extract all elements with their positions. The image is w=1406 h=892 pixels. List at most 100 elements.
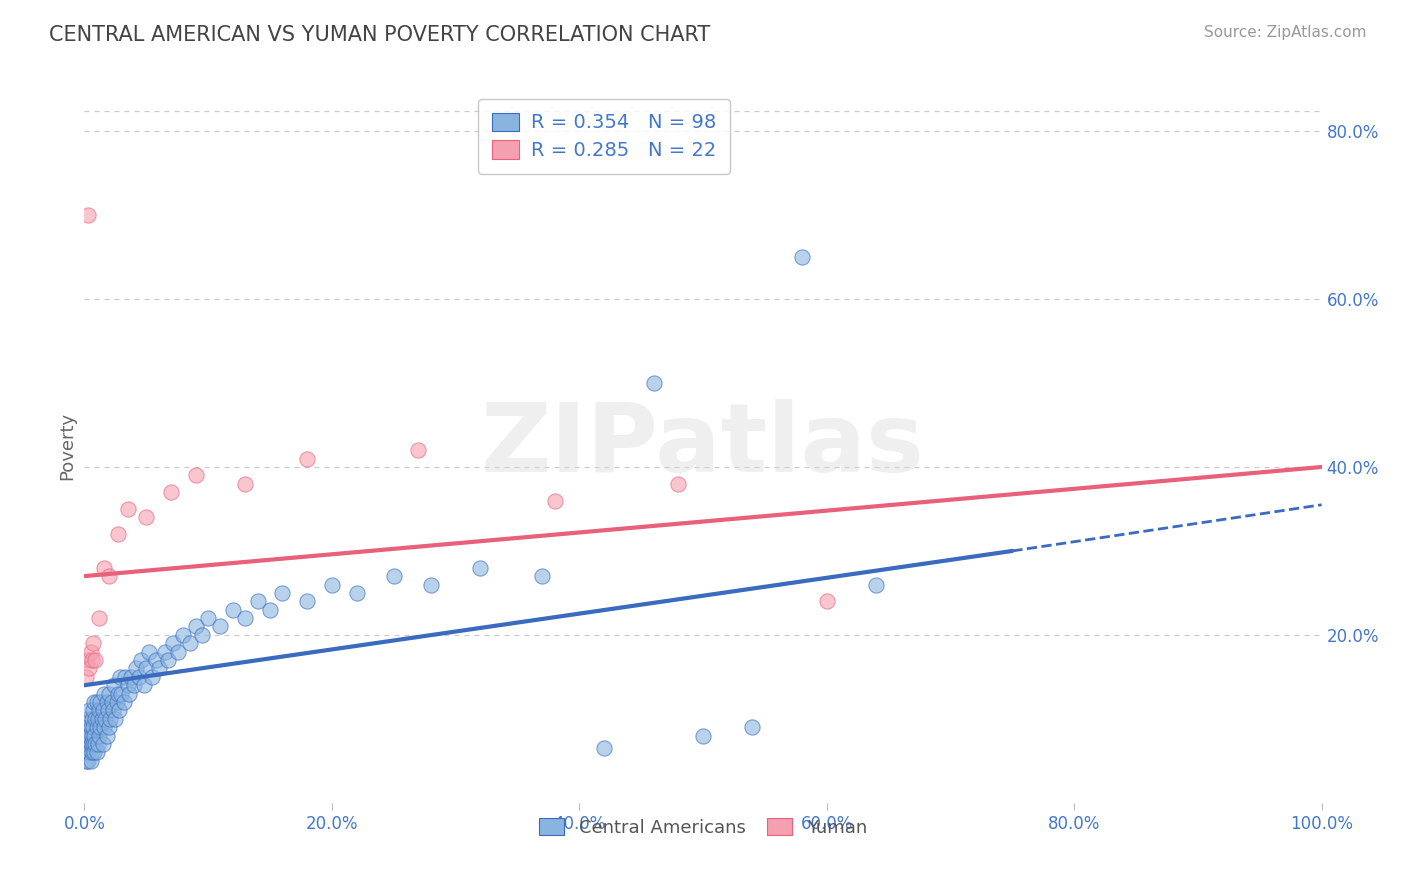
Point [89,703,111,717]
Point [86,746,108,760]
Point [77,720,100,734]
Point [79,729,101,743]
Point [89,720,111,734]
Point [118,687,141,701]
Point [125,661,148,675]
Point [82,737,104,751]
Point [80,746,103,760]
Point [79,737,101,751]
Point [167,645,190,659]
Point [162,636,184,650]
Point [77,737,100,751]
Point [120,670,142,684]
Point [117,678,139,692]
Point [79,746,101,760]
Point [112,695,135,709]
Point [82,636,104,650]
Point [98,569,121,583]
Point [135,661,157,675]
Point [145,653,167,667]
Legend: Central Americans, Yuman: Central Americans, Yuman [531,811,875,844]
Point [543,493,565,508]
Point [86,720,108,734]
Point [80,712,103,726]
Point [103,678,125,692]
Point [89,695,111,709]
Point [643,376,665,390]
Point [865,577,887,591]
Point [101,703,124,717]
Point [790,250,813,264]
Point [470,560,492,574]
Point [86,695,108,709]
Point [82,703,104,717]
Point [96,695,118,709]
Point [692,729,714,743]
Point [141,670,163,684]
Point [76,729,98,743]
Point [246,594,269,608]
Point [93,720,115,734]
Point [179,636,201,650]
Point [114,670,136,684]
Point [129,653,152,667]
Point [184,619,207,633]
Point [91,737,114,751]
Text: ZIPatlas: ZIPatlas [481,400,925,492]
Point [128,670,150,684]
Point [75,737,97,751]
Point [741,720,763,734]
Point [93,560,115,574]
Point [148,661,170,675]
Point [89,611,111,625]
Point [76,712,98,726]
Point [107,687,129,701]
Point [815,594,838,608]
Point [271,586,294,600]
Point [100,695,122,709]
Point [408,443,430,458]
Point [122,678,145,692]
Point [160,485,183,500]
Point [135,510,157,524]
Point [76,653,98,667]
Point [295,451,318,466]
Point [191,628,214,642]
Point [108,703,131,717]
Point [96,729,118,743]
Point [97,703,120,717]
Point [321,577,343,591]
Point [84,712,107,726]
Point [75,670,97,684]
Point [80,653,103,667]
Point [382,569,405,583]
Point [295,594,318,608]
Point [184,468,207,483]
Point [419,577,441,591]
Point [79,720,101,734]
Point [138,645,160,659]
Point [77,208,100,222]
Point [76,746,98,760]
Point [197,611,219,625]
Text: CENTRAL AMERICAN VS YUMAN POVERTY CORRELATION CHART: CENTRAL AMERICAN VS YUMAN POVERTY CORREL… [49,25,710,45]
Point [79,754,101,768]
Point [531,569,554,583]
Y-axis label: Poverty: Poverty [58,412,76,480]
Point [94,712,117,726]
Point [98,712,121,726]
Point [346,586,368,600]
Point [75,754,97,768]
Point [87,737,110,751]
Text: Source: ZipAtlas.com: Source: ZipAtlas.com [1204,25,1367,40]
Point [117,502,139,516]
Point [89,729,111,743]
Point [172,628,194,642]
Point [90,712,112,726]
Point [593,741,616,756]
Point [666,476,689,491]
Point [83,695,105,709]
Point [83,746,105,760]
Point [153,645,176,659]
Point [105,695,128,709]
